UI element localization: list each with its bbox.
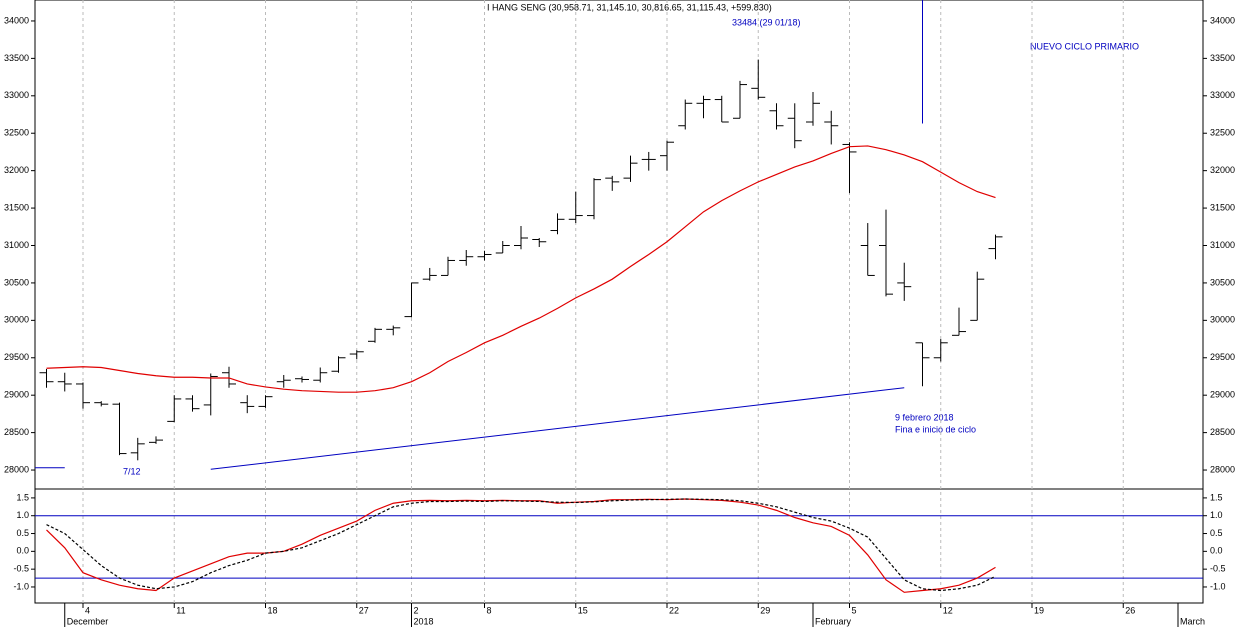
x-tick-label: 19 xyxy=(1034,605,1044,615)
x-tick-label: 22 xyxy=(669,605,679,615)
y-tick-label: 28500 xyxy=(1210,427,1235,437)
y-tick-label: -0.5 xyxy=(13,564,29,574)
x-tick-label: 4 xyxy=(85,605,90,615)
y-tick-label: 31000 xyxy=(4,240,29,250)
y-tick-label: 30500 xyxy=(4,277,29,287)
y-tick-label: 33500 xyxy=(1210,53,1235,63)
y-tick-label: 0.5 xyxy=(16,528,29,538)
y-tick-label: 33000 xyxy=(4,90,29,100)
x-tick-label: 11 xyxy=(176,605,185,615)
y-tick-label: 29500 xyxy=(4,352,29,362)
x-tick-label: 26 xyxy=(1125,605,1135,615)
y-tick-label: 1.0 xyxy=(16,510,29,520)
y-tick-label: 33000 xyxy=(1210,90,1235,100)
y-tick-label: 30000 xyxy=(1210,315,1235,325)
y-tick-label: 30000 xyxy=(4,315,29,325)
y-tick-label: 32500 xyxy=(1210,128,1235,138)
y-tick-label: 28500 xyxy=(4,427,29,437)
y-tick-label: -0.5 xyxy=(1210,564,1226,574)
series-line xyxy=(46,498,996,592)
y-tick-label: 0.5 xyxy=(1210,528,1223,538)
annotation: 9 febrero 2018 xyxy=(895,412,954,422)
x-tick-label: 5 xyxy=(852,605,857,615)
y-tick-label: 1.0 xyxy=(1210,510,1223,520)
y-tick-label: 31500 xyxy=(4,202,29,212)
x-tick-label: 18 xyxy=(268,605,278,615)
annotation: Fina e inicio de ciclo xyxy=(895,424,976,434)
annotation: 7/12 xyxy=(123,466,141,476)
x-tick-label: 27 xyxy=(359,605,369,615)
y-tick-label: -1.0 xyxy=(1210,581,1226,591)
month-label: March xyxy=(1180,616,1205,626)
y-tick-label: 31000 xyxy=(1210,240,1235,250)
x-tick-label: 12 xyxy=(943,605,953,615)
y-tick-label: 0.0 xyxy=(16,546,29,556)
annotation: NUEVO CICLO PRIMARIO xyxy=(1030,41,1139,51)
series-line xyxy=(46,145,996,393)
y-tick-label: 30500 xyxy=(1210,277,1235,287)
month-label: December xyxy=(67,616,109,626)
y-tick-label: 29000 xyxy=(1210,390,1235,400)
plot-frame xyxy=(34,0,1204,604)
y-tick-label: 28000 xyxy=(1210,464,1235,474)
y-tick-label: 29500 xyxy=(1210,352,1235,362)
y-tick-label: 0.0 xyxy=(1210,546,1223,556)
x-tick-label: 15 xyxy=(578,605,588,615)
trendline xyxy=(210,387,905,470)
y-tick-label: 29000 xyxy=(4,390,29,400)
month-label: February xyxy=(815,616,852,626)
y-tick-label: 33500 xyxy=(4,53,29,63)
y-tick-label: 32000 xyxy=(4,165,29,175)
annotation: 33484 (29 01/18) xyxy=(732,17,801,27)
month-label: 2018 xyxy=(414,616,434,626)
y-tick-label: 1.5 xyxy=(1210,492,1223,502)
chart-title: I HANG SENG (30,958.71, 31,145.10, 30,81… xyxy=(487,2,772,12)
y-tick-label: 32500 xyxy=(4,128,29,138)
y-tick-label: 34000 xyxy=(1210,15,1235,25)
x-tick-label: 2 xyxy=(414,605,419,615)
y-tick-label: -1.0 xyxy=(13,581,29,591)
x-tick-label: 8 xyxy=(487,605,492,615)
y-tick-label: 34000 xyxy=(4,15,29,25)
y-tick-label: 31500 xyxy=(1210,202,1235,212)
x-tick-label: 29 xyxy=(760,605,770,615)
y-tick-label: 1.5 xyxy=(16,492,29,502)
y-tick-label: 32000 xyxy=(1210,165,1235,175)
y-tick-label: 28000 xyxy=(4,464,29,474)
